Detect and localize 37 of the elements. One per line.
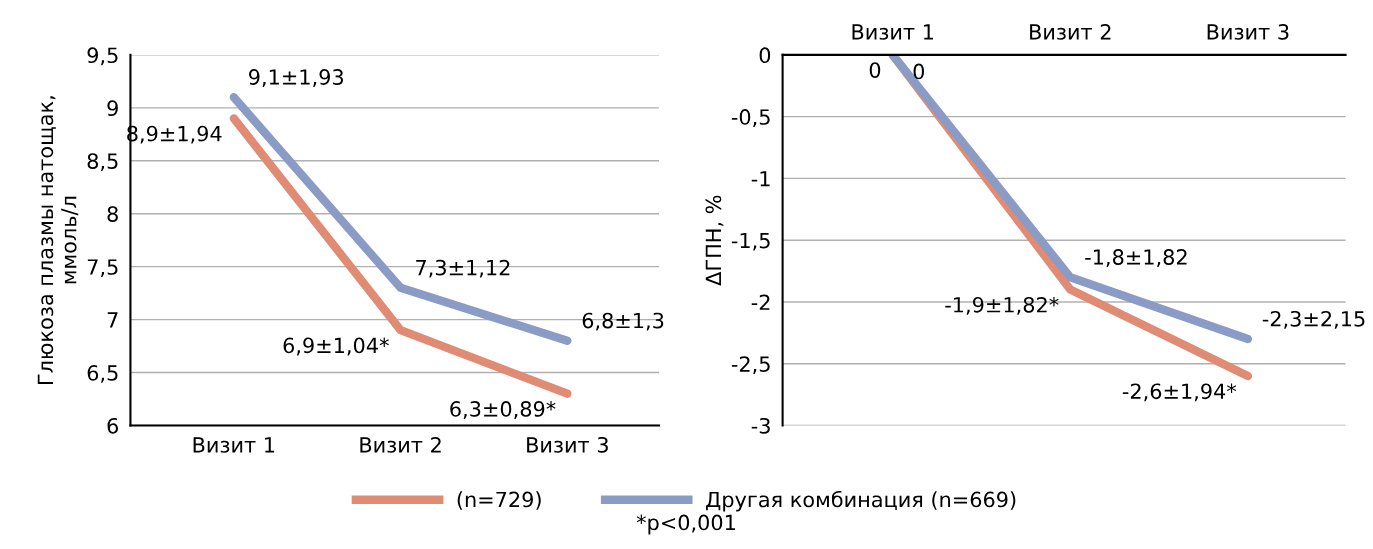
x-tick-label: Визит 3	[1207, 23, 1289, 40]
x-tick-label: Визит 3	[527, 436, 608, 453]
y-tick-label: -2	[751, 294, 770, 310]
legend-label: (n=729)	[457, 491, 541, 510]
data-label: 6,8±1,3	[582, 312, 664, 331]
x-tick-label: Визит 2	[1030, 23, 1111, 40]
data-label: -2,3±2,15	[1262, 310, 1365, 329]
y-tick-label: 9,5	[87, 47, 118, 66]
text: *p<0,001	[636, 514, 735, 535]
y-tick-label: 9	[107, 100, 118, 117]
y-tick-label: 0	[759, 47, 771, 64]
y-tick-label: -2,5	[731, 356, 770, 375]
y-tick-label: -1	[751, 171, 770, 187]
y-tick-label: 6,5	[87, 364, 118, 383]
data-label: -2,6±1,94*	[1122, 383, 1237, 402]
y-axis-title: ΔГПН, %	[705, 195, 724, 286]
y-tick-label: 6	[107, 417, 119, 434]
data-label: 7,3±1,12	[416, 259, 510, 278]
y-tick-label: -1,5	[731, 232, 770, 251]
data-label: 0	[869, 62, 881, 78]
x-tick-label: Визит 1	[193, 437, 275, 453]
data-label: 6,9±1,04*	[283, 337, 389, 356]
y-tick-label: -3	[751, 417, 770, 434]
y-tick-label: -0,5	[731, 109, 770, 127]
y-tick-label: 7,5	[87, 259, 118, 277]
data-label: 9,1±1,93	[249, 69, 344, 88]
y-tick-label: 8	[107, 206, 118, 222]
y-tick-label: 8,5	[87, 153, 118, 172]
data-label: 6,3±0,89*	[450, 401, 556, 419]
data-label: -1,9±1,82*	[945, 296, 1059, 315]
y-tick-label: 7	[107, 312, 118, 328]
x-tick-label: Визит 2	[360, 436, 441, 453]
x-tick-label: Визит 1	[852, 24, 934, 40]
legend-label: Другая комбинация (n=669)	[706, 490, 1016, 512]
data-label: -1,8±1,82	[1085, 249, 1187, 267]
data-label: 0	[913, 63, 925, 80]
y-axis-title: Глюкоза плазмы натощак, ммоль/л	[37, 96, 79, 385]
